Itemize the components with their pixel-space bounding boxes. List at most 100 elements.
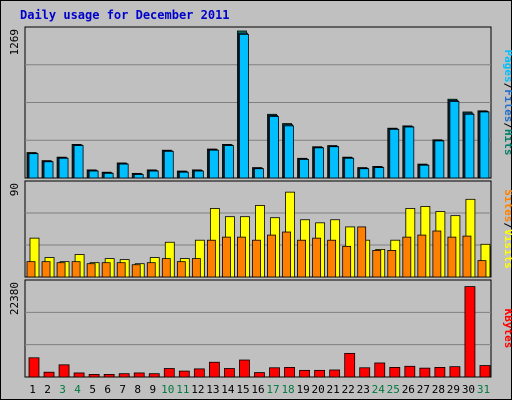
bar-kbytes-kbytes-23 — [359, 367, 371, 378]
bar-kbytes-kbytes-10 — [163, 368, 175, 378]
x-tick-11: 11 — [176, 383, 189, 396]
bar-visits-sites-21 — [327, 239, 337, 278]
x-tick-2: 2 — [44, 383, 51, 396]
bar-visits-sites-13 — [206, 239, 216, 278]
bar-hits-pages-25 — [389, 128, 400, 179]
legend-part: KBytes — [502, 309, 512, 349]
bar-hits-pages-6 — [103, 172, 114, 179]
bar-kbytes-kbytes-20 — [314, 369, 326, 378]
max-label-kbytes: 22380 — [8, 282, 21, 315]
bar-kbytes-kbytes-22 — [344, 352, 356, 378]
bar-visits-sites-24 — [372, 250, 382, 278]
bar-kbytes-kbytes-31 — [479, 365, 491, 378]
bar-kbytes-kbytes-9 — [148, 373, 160, 378]
x-tick-21: 21 — [327, 383, 340, 396]
legend-part: Files — [502, 89, 512, 122]
bar-visits-sites-28 — [432, 230, 442, 278]
max-label-hits: 1269 — [8, 29, 21, 56]
bar-visits-sites-2 — [41, 261, 51, 278]
x-tick-10: 10 — [161, 383, 174, 396]
bar-visits-sites-5 — [86, 263, 96, 278]
bar-kbytes-kbytes-1 — [28, 357, 40, 378]
x-tick-3: 3 — [59, 383, 66, 396]
bar-visits-sites-31 — [477, 260, 487, 278]
bar-hits-pages-4 — [73, 145, 84, 179]
legend-kbytes: KBytes — [502, 309, 512, 349]
bar-visits-sites-19 — [297, 239, 306, 278]
bar-visits-sites-7 — [116, 262, 126, 278]
bar-visits-sites-30 — [462, 235, 472, 278]
chart-title: Daily usage for December 2011 — [20, 8, 230, 22]
bar-hits-pages-5 — [88, 170, 99, 179]
x-tick-15: 15 — [236, 383, 249, 396]
bar-kbytes-kbytes-21 — [329, 369, 341, 378]
legend-part: Pages — [502, 50, 512, 83]
bar-hits-pages-27 — [419, 164, 430, 179]
bar-kbytes-kbytes-5 — [88, 374, 100, 378]
bar-hits-pages-31 — [479, 111, 490, 179]
bar-visits-sites-23 — [357, 226, 367, 278]
x-tick-24: 24 — [372, 383, 386, 396]
bar-visits-sites-8 — [131, 264, 141, 278]
x-tick-5: 5 — [89, 383, 96, 396]
x-tick-27: 27 — [417, 383, 430, 396]
bar-visits-sites-20 — [312, 237, 322, 278]
bar-visits-sites-29 — [447, 236, 457, 278]
bar-visits-sites-25 — [387, 250, 397, 278]
x-tick-1: 1 — [29, 383, 36, 396]
x-tick-25: 25 — [387, 383, 400, 396]
bar-visits-sites-10 — [161, 258, 171, 278]
bar-visits-sites-6 — [101, 262, 111, 278]
bar-hits-pages-1 — [28, 153, 39, 179]
bar-hits-pages-23 — [359, 168, 370, 179]
bar-visits-sites-1 — [26, 261, 36, 278]
bar-hits-pages-21 — [329, 146, 340, 179]
bar-hits-pages-24 — [374, 167, 385, 179]
bar-visits-sites-11 — [176, 261, 186, 278]
bar-kbytes-kbytes-6 — [103, 374, 115, 378]
x-tick-30: 30 — [462, 383, 475, 396]
legend-part: Hits — [502, 129, 512, 156]
bar-kbytes-kbytes-2 — [43, 371, 55, 378]
legend-visits: Sites/Visits — [502, 189, 512, 269]
legend-part: Visits — [502, 229, 512, 269]
x-tick-12: 12 — [191, 383, 204, 396]
bar-kbytes-kbytes-12 — [193, 368, 205, 378]
bar-kbytes-kbytes-7 — [118, 373, 130, 378]
bar-visits-sites-17 — [267, 234, 276, 278]
x-tick-28: 28 — [432, 383, 445, 396]
bar-visits-sites-27 — [417, 234, 427, 278]
bar-kbytes-kbytes-27 — [419, 367, 431, 378]
bar-kbytes-kbytes-14 — [224, 368, 235, 378]
legend-hits: Pages/Files/Hits — [502, 50, 512, 156]
x-tick-14: 14 — [221, 383, 235, 396]
x-tick-23: 23 — [357, 383, 370, 396]
bar-visits-sites-26 — [402, 236, 412, 278]
legend-part: Sites — [502, 189, 512, 222]
bar-kbytes-kbytes-8 — [133, 372, 145, 378]
bar-hits-pages-20 — [314, 147, 325, 179]
x-tick-29: 29 — [447, 383, 460, 396]
legend-part: / — [502, 83, 512, 90]
x-tick-4: 4 — [74, 383, 81, 396]
x-tick-8: 8 — [134, 383, 141, 396]
max-label-visits: 90 — [8, 183, 21, 196]
bar-kbytes-kbytes-13 — [208, 361, 220, 378]
bar-kbytes-kbytes-26 — [404, 365, 416, 378]
x-tick-19: 19 — [296, 383, 309, 396]
bar-hits-pages-9 — [148, 170, 159, 179]
bar-hits-pages-18 — [284, 125, 294, 179]
x-tick-17: 17 — [266, 383, 279, 396]
bar-kbytes-kbytes-17 — [269, 367, 280, 378]
bar-visits-sites-22 — [342, 245, 352, 278]
bar-hits-pages-16 — [254, 168, 264, 179]
bar-hits-pages-7 — [118, 163, 129, 179]
bar-kbytes-kbytes-3 — [58, 364, 70, 378]
bar-kbytes-kbytes-25 — [389, 367, 401, 378]
x-tick-6: 6 — [104, 383, 111, 396]
legend-part: / — [502, 122, 512, 129]
bar-visits-sites-9 — [146, 262, 156, 278]
bar-hits-pages-15 — [239, 33, 249, 179]
